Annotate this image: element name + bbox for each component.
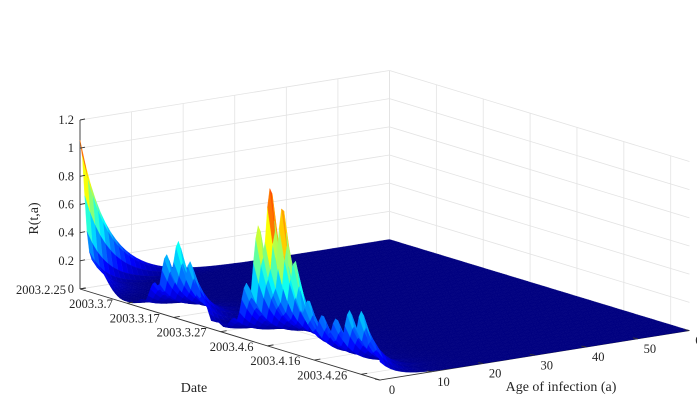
surface-mesh: [79, 140, 690, 373]
date-axis-line: [79, 288, 381, 381]
gridline: [389, 98, 690, 191]
gridline: [389, 126, 690, 219]
gridline: [389, 210, 690, 303]
gridline: [389, 182, 690, 275]
gridline: [389, 154, 690, 247]
gridline: [389, 70, 690, 162]
